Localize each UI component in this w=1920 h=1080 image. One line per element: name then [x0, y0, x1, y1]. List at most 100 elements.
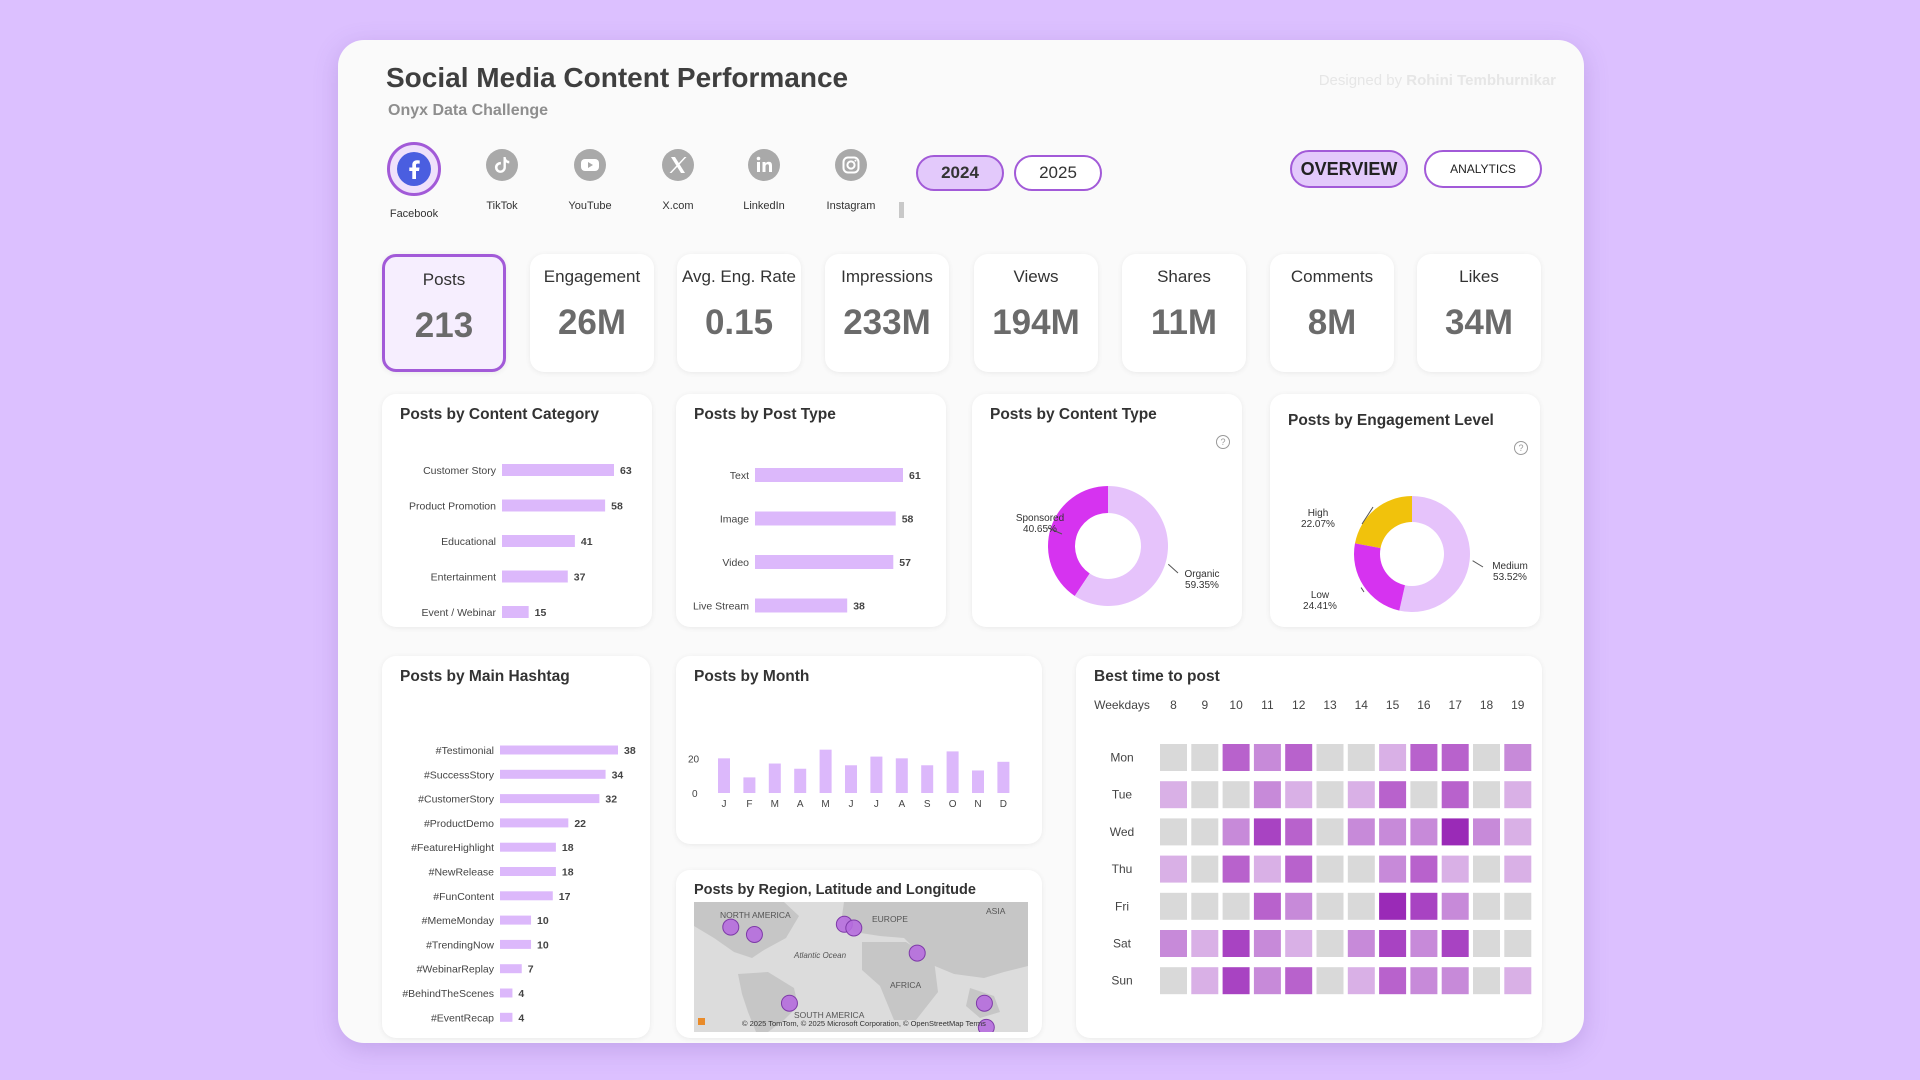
heatmap-cell[interactable]	[1222, 892, 1250, 920]
kpi-impressions[interactable]: Impressions 233M	[825, 254, 949, 372]
bar[interactable]	[500, 842, 556, 852]
platform-tiktok[interactable]: TikTok	[462, 142, 542, 212]
heatmap-cell[interactable]	[1410, 855, 1438, 883]
heatmap-cell[interactable]	[1222, 744, 1250, 771]
heatmap-cell[interactable]	[1410, 781, 1438, 809]
heatmap-cell[interactable]	[1473, 855, 1500, 883]
heatmap-cell[interactable]	[1191, 781, 1219, 809]
bar[interactable]	[500, 745, 618, 755]
map-bubble[interactable]	[975, 994, 993, 1012]
kpi-engagement[interactable]: Engagement 26M	[530, 254, 654, 372]
heatmap-cell[interactable]	[1410, 967, 1438, 995]
heatmap-cell[interactable]	[1473, 892, 1500, 920]
heatmap-cell[interactable]	[1379, 892, 1407, 920]
bar[interactable]	[500, 794, 600, 804]
heatmap-cell[interactable]	[1160, 892, 1187, 920]
heatmap-cell[interactable]	[1222, 818, 1250, 846]
map-attribution[interactable]: © 2025 TomTom, © 2025 Microsoft Corporat…	[742, 1019, 986, 1028]
heatmap-cell[interactable]	[1347, 781, 1375, 809]
platform-instagram[interactable]: Instagram	[811, 142, 891, 212]
bar[interactable]	[768, 763, 781, 793]
heatmap-cell[interactable]	[1160, 818, 1187, 846]
bar[interactable]	[718, 758, 730, 793]
heatmap-cell[interactable]	[1253, 892, 1281, 920]
heatmap-cell[interactable]	[1410, 744, 1438, 771]
heatmap-cell[interactable]	[1441, 744, 1469, 771]
heatmap-cell[interactable]	[1191, 744, 1219, 771]
heatmap-cell[interactable]	[1441, 781, 1469, 809]
heatmap-cell[interactable]	[1347, 855, 1375, 883]
heatmap-cell[interactable]	[1191, 818, 1219, 846]
donut-slice[interactable]	[1354, 543, 1405, 611]
kpi-likes[interactable]: Likes 34M	[1417, 254, 1541, 372]
bar[interactable]	[794, 768, 807, 793]
heatmap-cell[interactable]	[1379, 930, 1407, 957]
heatmap-cell[interactable]	[1191, 892, 1219, 920]
map-bubble[interactable]	[780, 994, 798, 1012]
map-bubble[interactable]	[745, 926, 763, 943]
heatmap-cell[interactable]	[1473, 818, 1500, 846]
map-bubble[interactable]	[977, 1018, 995, 1032]
heatmap-cell[interactable]	[1316, 967, 1344, 995]
heatmap-cell[interactable]	[1222, 781, 1250, 809]
heatmap-cell[interactable]	[1285, 892, 1313, 920]
heatmap-cell[interactable]	[1347, 967, 1375, 995]
heatmap-cell[interactable]	[1160, 930, 1187, 957]
bar[interactable]	[755, 555, 894, 569]
heatmap-cell[interactable]	[1160, 781, 1187, 809]
platform-facebook[interactable]: Facebook	[374, 142, 454, 220]
heatmap-cell[interactable]	[1285, 855, 1313, 883]
overview-button[interactable]: OVERVIEW	[1290, 150, 1408, 188]
heatmap-cell[interactable]	[1504, 930, 1532, 957]
heatmap-cell[interactable]	[1473, 930, 1500, 957]
region-map[interactable]: NORTH AMERICA EUROPE ASIA Atlantic Ocean AFR…	[694, 902, 1028, 1032]
bar[interactable]	[972, 770, 984, 793]
help-icon[interactable]: ?	[1514, 441, 1528, 455]
bar[interactable]	[500, 818, 569, 828]
bar[interactable]	[755, 511, 896, 526]
bar[interactable]	[755, 598, 848, 613]
bar[interactable]	[500, 1012, 513, 1022]
bar[interactable]	[500, 939, 532, 949]
heatmap-cell[interactable]	[1160, 744, 1187, 771]
bar[interactable]	[997, 761, 1010, 793]
heatmap-cell[interactable]	[1347, 818, 1375, 846]
heatmap-cell[interactable]	[1441, 930, 1469, 957]
heatmap-cell[interactable]	[1473, 967, 1500, 995]
heatmap-cell[interactable]	[1253, 781, 1281, 809]
bar[interactable]	[755, 468, 903, 482]
donut-slice[interactable]	[1074, 486, 1168, 606]
kpi-shares[interactable]: Shares 11M	[1122, 254, 1246, 372]
heatmap-cell[interactable]	[1316, 744, 1344, 771]
bar[interactable]	[819, 749, 832, 793]
bar[interactable]	[502, 535, 575, 547]
donut-slice[interactable]	[1354, 496, 1412, 549]
heatmap-cell[interactable]	[1347, 892, 1375, 920]
heatmap-cell[interactable]	[1347, 744, 1375, 771]
year-2025-button[interactable]: 2025	[1014, 155, 1102, 191]
platform-youtube[interactable]: YouTube	[550, 142, 630, 212]
platform-linkedin[interactable]: LinkedIn	[724, 142, 804, 212]
year-2024-button[interactable]: 2024	[916, 155, 1004, 191]
bar[interactable]	[895, 758, 908, 793]
platform-x[interactable]: X.com	[638, 142, 718, 212]
heatmap-cell[interactable]	[1441, 855, 1469, 883]
heatmap-cell[interactable]	[1316, 781, 1344, 809]
heatmap-cell[interactable]	[1191, 967, 1219, 995]
heatmap-cell[interactable]	[1379, 781, 1407, 809]
map-bubble[interactable]	[908, 944, 926, 962]
bar[interactable]	[921, 765, 934, 793]
heatmap-cell[interactable]	[1222, 855, 1250, 883]
heatmap-cell[interactable]	[1191, 855, 1219, 883]
bar[interactable]	[743, 777, 756, 793]
heatmap-cell[interactable]	[1253, 855, 1281, 883]
heatmap-cell[interactable]	[1410, 892, 1438, 920]
heatmap-cell[interactable]	[1379, 967, 1407, 995]
heatmap-cell[interactable]	[1379, 855, 1407, 883]
heatmap-cell[interactable]	[1316, 892, 1344, 920]
heatmap-cell[interactable]	[1285, 930, 1313, 957]
heatmap-cell[interactable]	[1504, 818, 1532, 846]
bar[interactable]	[502, 570, 568, 583]
heatmap-cell[interactable]	[1504, 781, 1532, 809]
heatmap-cell[interactable]	[1160, 855, 1187, 883]
